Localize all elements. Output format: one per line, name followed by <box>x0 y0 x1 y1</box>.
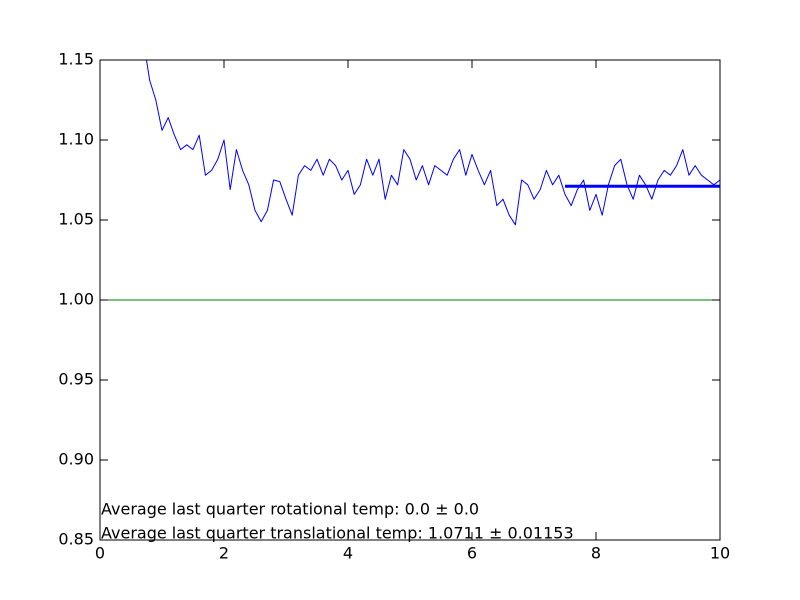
y-tick-label: 0.85 <box>58 530 94 549</box>
y-tick-label: 1.00 <box>58 290 94 309</box>
y-tick-label: 1.10 <box>58 130 94 149</box>
x-tick-label: 10 <box>710 544 730 563</box>
y-tick-label: 1.05 <box>58 210 94 229</box>
x-tick-label: 2 <box>219 544 229 563</box>
y-tick-label: 0.90 <box>58 450 94 469</box>
y-tick-label: 0.95 <box>58 370 94 389</box>
data-line <box>146 60 720 226</box>
plot-lines <box>100 60 720 301</box>
annotation: Average last quarter translational temp:… <box>101 524 574 543</box>
x-tick-label: 8 <box>591 544 601 563</box>
y-tick-label: 1.15 <box>58 50 94 69</box>
x-tick-label: 6 <box>467 544 477 563</box>
annotation: Average last quarter rotational temp: 0.… <box>101 500 479 519</box>
x-tick-label: 4 <box>343 544 353 563</box>
x-tick-label: 0 <box>95 544 105 563</box>
